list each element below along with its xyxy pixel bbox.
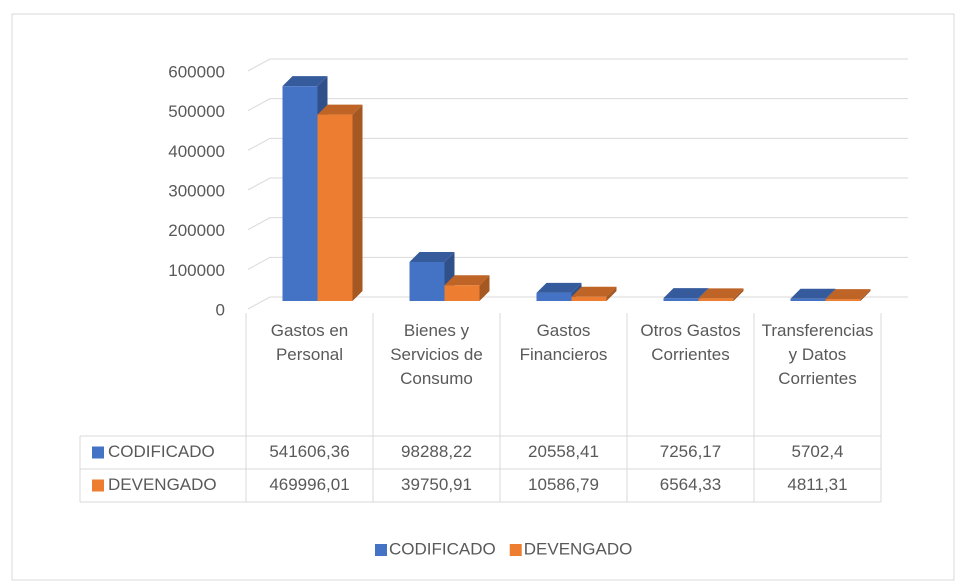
data-label: 98288,22 [401,442,472,461]
bar-top [571,286,617,297]
x-tick-label: Gastos Financieros [519,321,608,364]
legend-key [509,544,522,556]
bar-side [860,289,871,301]
bar-front [790,298,826,301]
bar-front [698,298,734,301]
x-tick-label: Gastos en Personal [270,321,349,364]
bar-top [536,282,582,293]
bar [317,104,363,301]
category-cell: Gastos en Personal [270,321,349,364]
bar-top [444,275,490,286]
category-cell: Otros Gastos Corrientes [640,321,741,364]
grid-line [247,58,908,72]
y-tick-label: 600000 [168,62,225,81]
data-label: 541606,36 [269,442,349,461]
grid-line [247,137,908,151]
y-tick-label: 0 [216,300,225,319]
bar-side [733,288,744,301]
bar-front [825,299,861,301]
data-label: 7256,17 [660,442,721,461]
bar-front [282,86,318,301]
data-label: 39750,91 [401,475,472,494]
bar-top [698,288,744,299]
bar-top [409,252,455,263]
data-label: 4811,31 [787,475,847,494]
x-tick-label: Bienes y Servicios de Consumo [390,321,483,388]
bar-top [825,289,871,300]
bar-top [663,288,709,299]
x-tick-label: Transferencias y Datos Corrientes [761,321,874,388]
bar-side [352,104,363,301]
data-label: 6564,33 [660,475,721,494]
y-tick-label: 200000 [168,221,225,240]
legend-label: CODIFICADO [389,539,496,558]
bar-side [479,275,490,301]
y-tick-label: 300000 [168,181,225,200]
legend-key [92,479,104,492]
legend-key [375,544,387,556]
y-tick-label: 500000 [168,102,225,121]
bar-top [282,76,328,87]
bar-top [790,288,836,299]
category-cell: Transferencias y Datos Corrientes [761,321,874,388]
grid-line [247,217,908,231]
bar [825,289,871,301]
legend-key [92,446,104,459]
y-tick-label: 400000 [168,142,225,161]
grid-line [247,177,908,191]
bar [444,275,490,301]
legend-label: DEVENGADO [524,539,633,558]
bar-front [444,285,480,301]
category-cell: Bienes y Servicios de Consumo [390,321,483,388]
bar-front [571,296,607,301]
bar-front [409,262,445,301]
bar-front [663,298,699,301]
x-tick-label: Otros Gastos Corrientes [640,321,741,364]
data-label: 469996,01 [269,475,349,494]
bar-front [317,114,353,301]
data-label: 10586,79 [528,475,599,494]
bar [571,286,617,301]
grid-line [247,256,908,270]
bar-front [536,292,572,301]
bar [698,288,744,301]
series-label: DEVENGADO [108,475,217,494]
y-tick-label: 100000 [168,261,225,280]
category-cell: Gastos Financieros [519,321,608,364]
bar [409,252,455,301]
bar-side [606,286,617,301]
series-label: CODIFICADO [108,442,215,461]
data-label: 5702,4 [792,442,844,461]
bar-top [317,104,363,115]
grid-line [247,98,908,112]
data-label: 20558,41 [528,442,599,461]
